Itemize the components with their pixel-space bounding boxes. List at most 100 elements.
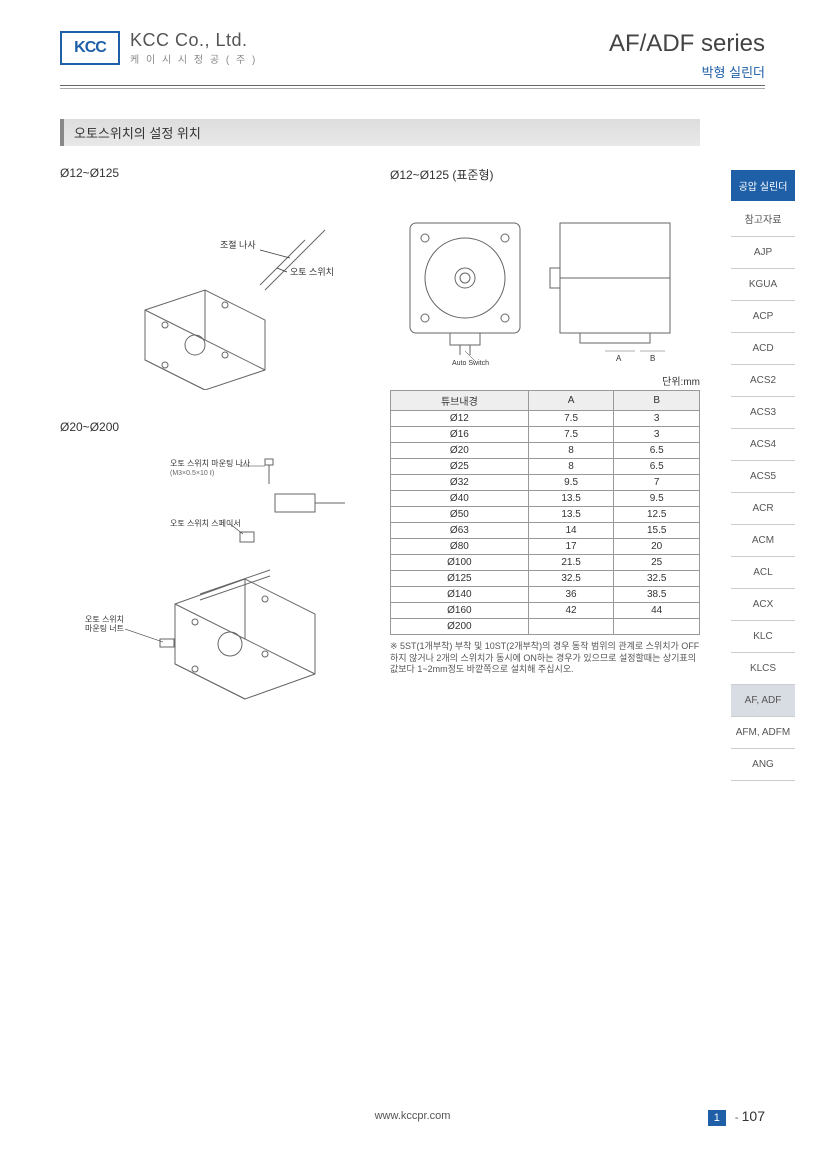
table-row: Ø200 <box>391 619 700 635</box>
table-cell: 38.5 <box>614 587 700 603</box>
cylinder-iso-svg-2: 오토 스위치 마운팅 나사 (M3×0.5×10 ℓ) 오토 스위치 스페이서 … <box>65 444 365 714</box>
table-cell: 12.5 <box>614 507 700 523</box>
callout-mount-screw: 오토 스위치 마운팅 나사 <box>170 458 251 468</box>
diagram-label: Ø12~Ø125 <box>60 166 370 180</box>
table-row: Ø801720 <box>391 539 700 555</box>
company-name-kr: 케 이 시 시 정 공 ( 주 ) <box>130 51 257 66</box>
sidebar-item[interactable]: KGUA <box>731 269 795 301</box>
divider <box>60 85 765 86</box>
content-row: Ø12~Ø125 조절 나사 <box>60 166 700 714</box>
front-side-svg: Auto Switch A B <box>390 193 700 373</box>
callout-spacer: 오토 스위치 스페이서 <box>170 518 241 528</box>
sidebar-item[interactable]: ACS3 <box>731 397 795 429</box>
table-cell: 42 <box>528 603 614 619</box>
table-row: Ø12532.532.5 <box>391 571 700 587</box>
sidebar-item[interactable]: KLC <box>731 621 795 653</box>
sidebar-item[interactable]: ACS2 <box>731 365 795 397</box>
sidebar-item[interactable]: ACR <box>731 493 795 525</box>
sidebar-item[interactable]: ACP <box>731 301 795 333</box>
table-cell <box>528 619 614 635</box>
table-body: Ø127.53Ø167.53Ø2086.5Ø2586.5Ø329.57Ø4013… <box>391 411 700 635</box>
table-cell: 15.5 <box>614 523 700 539</box>
table-row: Ø5013.512.5 <box>391 507 700 523</box>
page-number: 107 <box>742 1108 765 1124</box>
callout-mount-nut-sub: 마운팅 너트 <box>85 623 124 633</box>
table-cell: 17 <box>528 539 614 555</box>
table-cell: 21.5 <box>528 555 614 571</box>
table-row: Ø2586.5 <box>391 459 700 475</box>
company-name-en: KCC Co., Ltd. <box>130 30 257 51</box>
dimension-table: 튜브내경AB Ø127.53Ø167.53Ø2086.5Ø2586.5Ø329.… <box>390 390 700 635</box>
table-note: ※ 5ST(1개부착) 부착 및 10ST(2개부착)의 경우 동작 범위의 관… <box>390 641 700 676</box>
table-cell: Ø32 <box>391 475 529 491</box>
sidebar-item[interactable]: ACS4 <box>731 429 795 461</box>
table-cell: 6.5 <box>614 459 700 475</box>
callout-mount-nut: 오토 스위치 <box>85 615 124 624</box>
left-column: Ø12~Ø125 조절 나사 <box>60 166 370 714</box>
table-cell: 14 <box>528 523 614 539</box>
table-cell: 32.5 <box>614 571 700 587</box>
table-cell: 8 <box>528 443 614 459</box>
table-row: Ø1604244 <box>391 603 700 619</box>
table-cell: Ø40 <box>391 491 529 507</box>
table-col-header: B <box>614 391 700 411</box>
page-indicator: 1 - 107 <box>708 1108 765 1124</box>
sidebar-item[interactable]: 참고자료 <box>731 201 795 237</box>
table-cell: Ø20 <box>391 443 529 459</box>
table-cell: Ø80 <box>391 539 529 555</box>
table-row: Ø127.53 <box>391 411 700 427</box>
table-cell: Ø160 <box>391 603 529 619</box>
diagram-label: Ø20~Ø200 <box>60 420 370 434</box>
table-row: Ø167.53 <box>391 427 700 443</box>
table-row: Ø4013.59.5 <box>391 491 700 507</box>
table-cell: Ø12 <box>391 411 529 427</box>
main-content: 오토스위치의 설정 위치 Ø12~Ø125 <box>0 119 825 714</box>
series-title: AF/ADF series <box>609 30 765 58</box>
auto-switch-label: Auto Switch <box>452 360 489 367</box>
section-number: 1 <box>708 1110 726 1126</box>
table-cell: 7.5 <box>528 411 614 427</box>
table-row: Ø329.57 <box>391 475 700 491</box>
sidebar-item[interactable]: ACS5 <box>731 461 795 493</box>
page-header: KCC KCC Co., Ltd. 케 이 시 시 정 공 ( 주 ) AF/A… <box>0 0 825 81</box>
sidebar-nav: 공압 실린더 참고자료AJPKGUAACPACDACS2ACS3ACS4ACS5… <box>731 170 795 781</box>
sidebar-item[interactable]: AFM, ADFM <box>731 717 795 749</box>
table-cell: 3 <box>614 427 700 443</box>
sidebar-item[interactable]: ANG <box>731 749 795 781</box>
table-row: Ø631415.5 <box>391 523 700 539</box>
page-footer: www.kccpr.com 1 - 107 <box>0 1108 825 1124</box>
table-cell: Ø16 <box>391 427 529 443</box>
table-row: Ø10021.525 <box>391 555 700 571</box>
table-cell: 7 <box>614 475 700 491</box>
table-cell: 36 <box>528 587 614 603</box>
table-cell: Ø140 <box>391 587 529 603</box>
section-heading: 오토스위치의 설정 위치 <box>60 119 700 146</box>
table-cell <box>614 619 700 635</box>
callout-auto-switch: 오토 스위치 <box>290 266 334 277</box>
table-col-header: 튜브내경 <box>391 391 529 411</box>
footer-url: www.kccpr.com <box>375 1110 451 1122</box>
diagram-cylinder-iso-2: 오토 스위치 마운팅 나사 (M3×0.5×10 ℓ) 오토 스위치 스페이서 … <box>60 444 370 714</box>
sidebar-item[interactable]: KLCS <box>731 653 795 685</box>
table-cell: Ø125 <box>391 571 529 587</box>
sidebar-item[interactable]: AF, ADF <box>731 685 795 717</box>
table-cell: 13.5 <box>528 507 614 523</box>
divider <box>60 88 765 89</box>
dim-a: A <box>616 354 622 363</box>
sidebar-item[interactable]: ACL <box>731 557 795 589</box>
table-cell: 20 <box>614 539 700 555</box>
table-cell: Ø25 <box>391 459 529 475</box>
table-cell: 3 <box>614 411 700 427</box>
table-cell: Ø63 <box>391 523 529 539</box>
sidebar-heading: 공압 실린더 <box>731 170 795 201</box>
table-row: Ø1403638.5 <box>391 587 700 603</box>
table-cell: Ø200 <box>391 619 529 635</box>
sidebar-item[interactable]: ACX <box>731 589 795 621</box>
sidebar-item[interactable]: ACM <box>731 525 795 557</box>
logo-icon: KCC <box>60 31 120 65</box>
table-cell: 32.5 <box>528 571 614 587</box>
sidebar-item[interactable]: ACD <box>731 333 795 365</box>
sidebar-item[interactable]: AJP <box>731 237 795 269</box>
cylinder-iso-svg: 조절 나사 오토 스위치 <box>65 190 365 390</box>
company-name: KCC Co., Ltd. 케 이 시 시 정 공 ( 주 ) <box>130 30 257 66</box>
